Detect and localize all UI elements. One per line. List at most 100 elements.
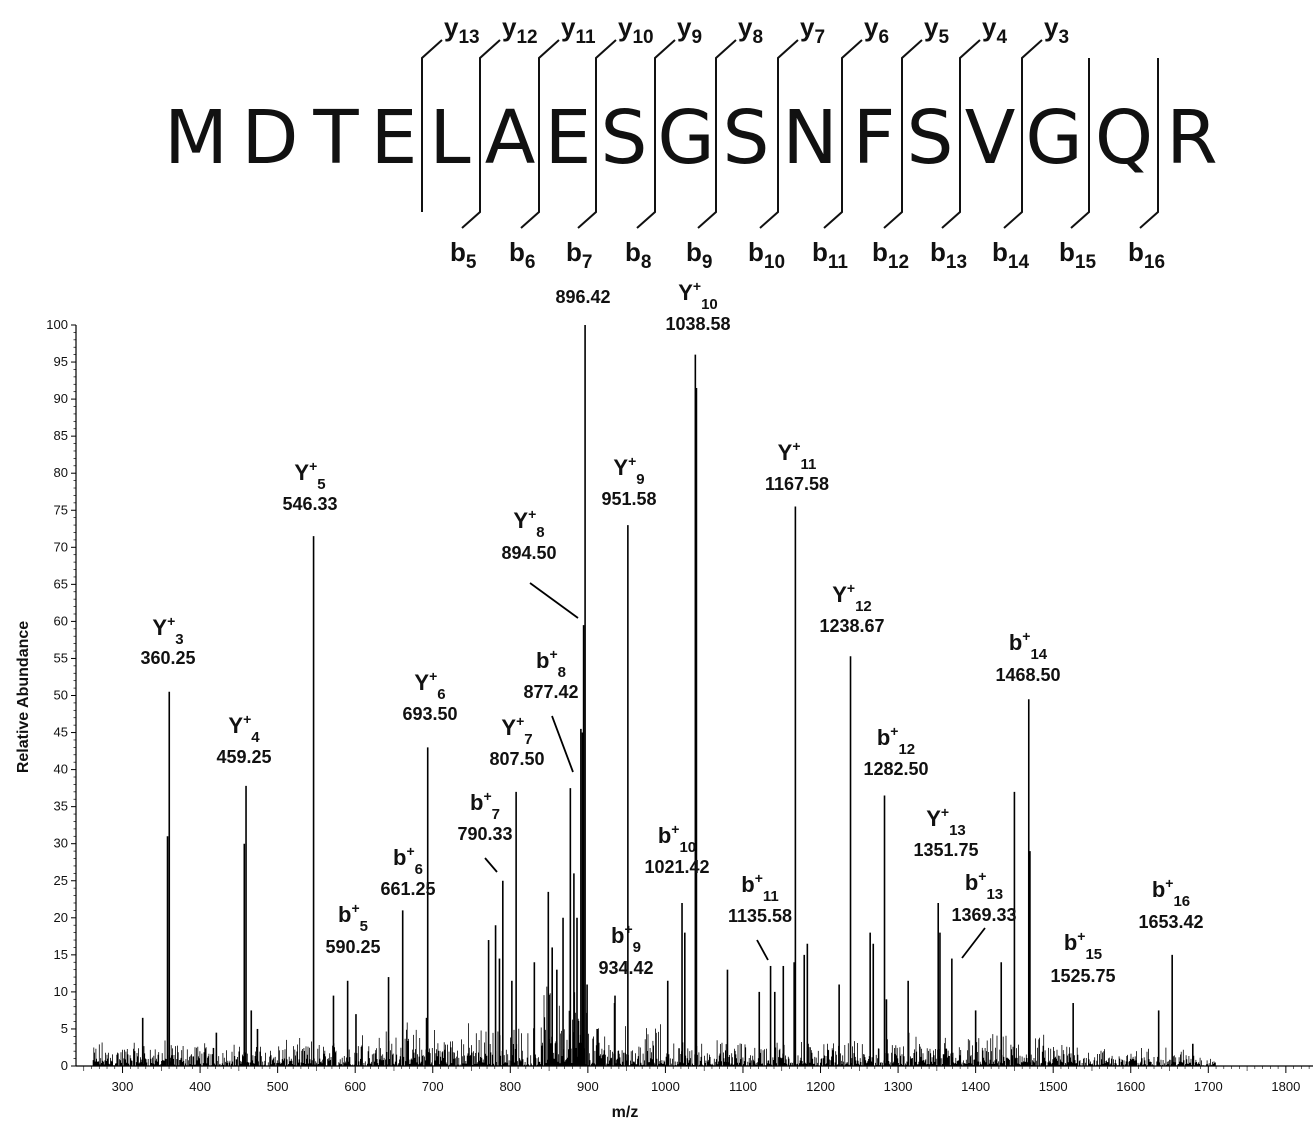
y-tick-label: 90 [54,391,68,406]
peak-mz-label: 1038.58 [665,314,730,334]
peak-ion-label: b+6 [393,843,423,878]
y-ion-label: y6 [864,12,889,48]
y-tick-label: 95 [54,354,68,369]
peak-mz-label: 693.50 [402,704,457,724]
x-tick-label: 1100 [729,1079,757,1094]
b-ion-bracket: b10 [748,58,785,273]
peak-ion-label: b+14 [1009,628,1048,663]
b-ion-label: b7 [566,237,592,273]
b-ion-bracket: b14 [992,58,1029,273]
peak-mz-label: 807.50 [489,749,544,769]
y-tick-label: 45 [54,725,68,740]
y-tick-label: 65 [54,576,68,591]
y-ion-label: y8 [738,12,763,48]
peak-ion-label: b+10 [658,821,696,856]
b-ion-label: b5 [450,237,477,273]
peak-ion-label: Y+8 [513,506,544,541]
peak-mz-label: 1167.58 [765,474,829,494]
y-ion-label: y3 [1044,12,1069,48]
b-ion-bracket: b7 [566,58,597,273]
y-tick-label: 35 [54,799,68,814]
b-ion-bracket: b8 [625,58,656,273]
peak-ion-label: Y+7 [501,713,532,748]
peak-ion-label: b+9 [611,921,641,956]
baseline-noise [92,986,1216,1066]
peak-ion-label: Y+9 [613,453,644,488]
peak-mz-label: 1525.75 [1050,966,1115,986]
residue-letter: T [312,95,359,181]
leader-line [961,927,986,959]
x-tick-label: 500 [267,1079,289,1094]
b-ion-bracket: b15 [1059,58,1096,273]
leader-line [551,715,574,773]
peak-annotation: b+15 1525.75 [1050,928,1115,986]
residue-letter: N [782,95,837,181]
x-tick-label: 700 [422,1079,444,1094]
peak-ion-label: Y+6 [414,668,445,703]
b-ion-label: b9 [686,237,712,273]
leader-line [529,582,579,619]
y-tick-label: 0 [61,1058,68,1073]
b-ion-label: b14 [992,237,1029,273]
x-tick-label: 600 [344,1079,366,1094]
spectrum-plot: Y+3360.25Y+4459.25Y+5546.33b+5590.25b+66… [46,278,1313,1094]
peak-ion-label: b+7 [470,788,500,823]
residue-letter: E [371,95,418,181]
residue-letter: L [429,95,470,181]
residue-letter: D [242,95,299,181]
peak-mz-label: 1238.67 [819,616,884,636]
peak-ion-label: b+15 [1064,928,1102,963]
b-ion-bracket: b16 [1128,58,1165,273]
x-tick-label: 400 [189,1079,211,1094]
leader-line [756,939,769,961]
peak-mz-label: 360.25 [140,648,195,668]
peak-mz-label: 896.42 [555,287,610,307]
residue-letter: F [853,95,896,181]
peak-ion-label: b+11 [741,870,779,905]
x-tick-label: 1400 [961,1079,990,1094]
x-tick-label: 300 [112,1079,134,1094]
peak-ion-label: Y+12 [832,580,872,615]
b-ion-label: b16 [1128,237,1165,273]
peak-mz-label: 1135.58 [728,906,792,926]
peak-ion-label: b+13 [965,868,1003,903]
x-tick-label: 1200 [806,1079,835,1094]
peak-ion-label: Y+3 [152,613,183,648]
b-ion-bracket: b9 [686,58,717,273]
y-tick-label: 100 [46,317,68,332]
leader-line [484,857,498,873]
peak-ion-label: Y+13 [926,804,966,839]
x-axis-title: m/z [612,1104,639,1121]
peak-mz-label: 790.33 [457,824,512,844]
peak-mz-label: 951.58 [601,489,656,509]
x-tick-label: 800 [499,1079,521,1094]
peak-mz-label: 934.42 [598,958,653,978]
residue-letter: A [485,95,536,181]
y-tick-label: 25 [54,873,68,888]
peak-ion-label: Y+5 [294,458,325,493]
peak-labels: Y+3360.25Y+4459.25Y+5546.33b+5590.25b+66… [140,278,1203,986]
y-ion-label: y13 [444,12,480,48]
y-ion-label: y12 [502,12,538,48]
b-ion-bracket: b11 [812,58,848,273]
axes: 0 5 10 15 20 25 30 35 40 45 50 55 60 65 70 75 80 85 90 95 10… [46,317,1313,1094]
peak-mz-label: 1369.33 [951,905,1016,925]
x-tick-label: 900 [577,1079,599,1094]
x-tick-label: 1800 [1271,1079,1300,1094]
peak-mz-label: 894.50 [501,543,556,563]
peak-mz-label: 661.25 [380,879,435,899]
y-ion-label: y9 [677,12,702,48]
residue-letter: S [601,95,648,181]
y-tick-label: 30 [54,836,68,851]
y-tick-label: 80 [54,465,68,480]
